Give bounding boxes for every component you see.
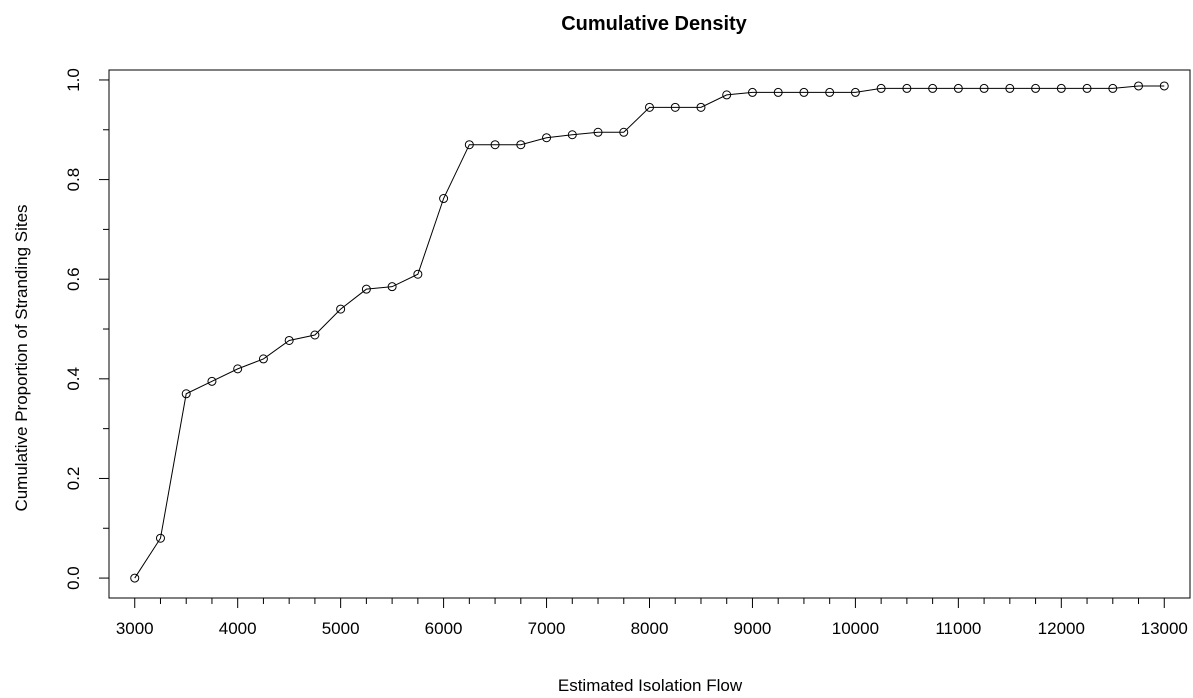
- data-point: [387, 282, 397, 292]
- data-point: [490, 140, 500, 150]
- data-point: [979, 83, 989, 93]
- data-point: [670, 102, 680, 112]
- series-layer: [130, 81, 1169, 583]
- data-point: [1056, 83, 1066, 93]
- data-point: [155, 533, 165, 543]
- data-point: [1082, 83, 1092, 93]
- x-tick-label: 11000: [935, 619, 981, 638]
- x-tick-label: 10000: [832, 619, 879, 638]
- data-point: [645, 102, 654, 112]
- x-axis: 3000 4000 5000 6000 7000 8000 9000 10000 11000 12…: [116, 598, 1188, 638]
- series-line: [134, 85, 1165, 579]
- data-point: [207, 376, 217, 386]
- data-point: [799, 87, 809, 97]
- x-tick-label: 4000: [219, 619, 257, 638]
- x-tick-label: 12000: [1038, 619, 1085, 638]
- x-tick-label: 3000: [116, 619, 154, 638]
- data-point: [696, 102, 706, 112]
- data-point: [593, 127, 603, 137]
- data-point: [825, 87, 835, 97]
- data-point: [361, 284, 371, 294]
- data-point: [258, 354, 268, 364]
- data-point: [542, 133, 552, 143]
- data-point: [850, 87, 860, 97]
- data-point: [722, 90, 732, 100]
- x-tick-label: 13000: [1141, 619, 1188, 638]
- data-point: [284, 335, 294, 345]
- data-point: [1005, 83, 1015, 93]
- data-point: [439, 194, 449, 204]
- chart-title: Cumulative Density: [561, 13, 747, 35]
- data-point: [413, 269, 423, 279]
- data-point: [747, 87, 757, 97]
- data-point: [567, 130, 577, 140]
- data-point: [1108, 83, 1118, 93]
- data-point: [953, 83, 963, 93]
- data-point: [1159, 81, 1169, 91]
- y-axis-label: Cumulative Proportion of Stranding Sites: [12, 204, 31, 511]
- x-axis-label: Estimated Isolation Flow: [558, 676, 743, 695]
- data-point: [619, 127, 629, 137]
- y-tick-label: 0.4: [64, 367, 83, 391]
- plot-frame: [108, 69, 1191, 599]
- x-tick-label: 6000: [425, 619, 463, 638]
- data-point: [876, 83, 886, 93]
- y-tick-label: 0.8: [64, 168, 83, 192]
- data-point: [902, 83, 912, 93]
- x-tick-label: 9000: [734, 619, 772, 638]
- y-axis: 0.0 0.2 0.4 0.6 0.8 1.0: [64, 68, 109, 590]
- x-tick-label: 5000: [322, 619, 360, 638]
- data-point: [464, 140, 474, 150]
- x-tick-label: 7000: [528, 619, 566, 638]
- x-tick-label: 8000: [631, 619, 669, 638]
- data-point: [181, 389, 191, 399]
- data-point: [130, 573, 140, 583]
- data-point: [310, 330, 320, 340]
- data-point: [1031, 83, 1041, 93]
- data-point: [773, 87, 783, 97]
- data-point: [336, 304, 346, 314]
- data-point: [928, 83, 938, 93]
- y-tick-label: 0.0: [64, 566, 83, 590]
- y-tick-label: 1.0: [64, 68, 83, 92]
- y-tick-label: 0.2: [64, 467, 83, 491]
- data-point: [233, 364, 243, 374]
- y-tick-label: 0.6: [64, 267, 83, 291]
- data-point: [516, 140, 526, 150]
- data-point: [1134, 81, 1144, 91]
